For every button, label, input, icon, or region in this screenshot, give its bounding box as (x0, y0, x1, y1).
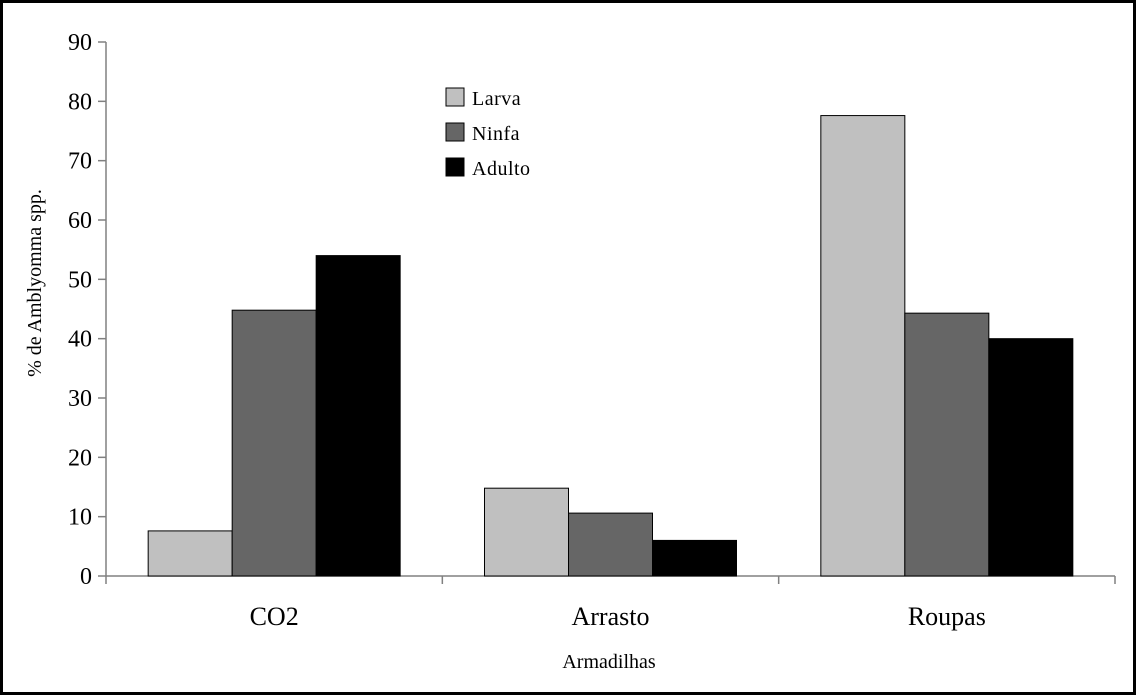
bar-ninfa-arrasto (568, 512, 653, 577)
x-tick-label: Arrasto (572, 602, 650, 631)
legend-swatch-larva (445, 87, 465, 107)
y-tick-label: 0 (80, 564, 92, 590)
legend-label-adulto: Adulto (472, 158, 531, 180)
x-tick-label: CO2 (250, 602, 299, 631)
bar-adulto-roupas (988, 338, 1074, 577)
bar-adulto-co2 (315, 255, 401, 577)
legend-swatch-adulto (445, 157, 465, 177)
bar-ninfa-roupas (904, 312, 990, 577)
y-tick-label: 20 (68, 445, 92, 471)
bar-larva-roupas (820, 115, 906, 577)
y-tick-label: 70 (68, 149, 92, 175)
bar-larva-co2 (147, 530, 233, 577)
y-tick-label: 10 (68, 505, 92, 531)
y-tick-label: 60 (68, 208, 92, 234)
legend-swatch-ninfa (445, 122, 465, 142)
x-tick-label: Roupas (908, 602, 986, 631)
bars (147, 115, 1074, 577)
y-tick-label: 30 (68, 386, 92, 412)
y-tick-label: 80 (68, 89, 92, 115)
bar-ninfa-co2 (231, 309, 317, 577)
legend: Larva Ninfa Adulto (445, 87, 531, 180)
legend-label-ninfa: Ninfa (472, 123, 520, 145)
y-axis-title: % de Amblyomma spp. (24, 189, 46, 377)
y-tick-label: 90 (68, 30, 92, 56)
y-tick-label: 40 (68, 327, 92, 353)
bar-adulto-arrasto (652, 539, 737, 577)
y-axis: 0 10 20 30 40 50 60 70 80 90 (68, 30, 107, 590)
bar-larva-arrasto (484, 487, 569, 577)
legend-label-larva: Larva (472, 88, 521, 110)
x-axis-title: Armadilhas (562, 651, 656, 673)
y-tick-label: 50 (68, 267, 92, 293)
